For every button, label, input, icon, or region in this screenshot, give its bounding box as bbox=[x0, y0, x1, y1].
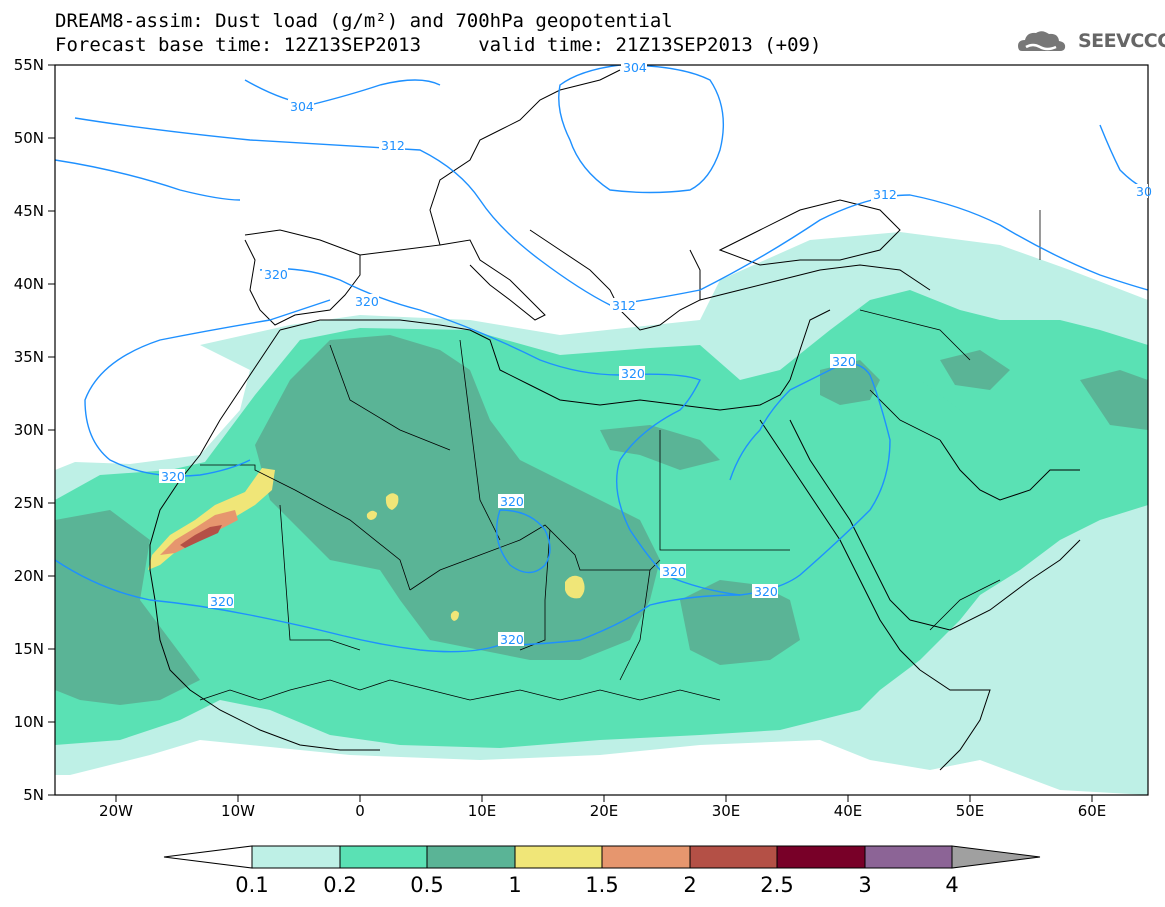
lat-label: 20N bbox=[13, 567, 44, 585]
svg-text:320: 320 bbox=[621, 366, 645, 381]
svg-text:320: 320 bbox=[500, 632, 524, 647]
svg-text:320: 320 bbox=[662, 564, 686, 579]
lon-ticks bbox=[115, 795, 1093, 802]
lon-label: 60E bbox=[1077, 802, 1107, 820]
lat-label: 10N bbox=[13, 713, 44, 731]
colorbar-label: 0.2 bbox=[323, 873, 357, 897]
svg-text:312: 312 bbox=[873, 187, 897, 202]
logo-text: SEEVCCC bbox=[1078, 30, 1165, 52]
svg-text:320: 320 bbox=[264, 267, 288, 282]
lat-label: 50N bbox=[13, 129, 44, 147]
colorbar-label: 1.5 bbox=[585, 873, 619, 897]
svg-text:312: 312 bbox=[381, 138, 405, 153]
lat-label: 25N bbox=[13, 494, 44, 512]
colorbar-label: 4 bbox=[945, 873, 959, 897]
dust-dark-layer bbox=[55, 335, 1148, 705]
colorbar-label: 0.5 bbox=[410, 873, 444, 897]
lat-label: 15N bbox=[13, 640, 44, 658]
dust-red-layer bbox=[180, 525, 222, 548]
forecast-times: Forecast base time: 12Z13SEP2013 valid t… bbox=[55, 34, 822, 56]
lon-label: 20W bbox=[99, 802, 133, 820]
svg-text:320: 320 bbox=[355, 294, 379, 309]
lon-label: 10W bbox=[221, 802, 255, 820]
svg-text:304: 304 bbox=[290, 99, 314, 114]
svg-text:312: 312 bbox=[612, 298, 636, 313]
lon-label: 10E bbox=[467, 802, 497, 820]
lon-label: 30E bbox=[711, 802, 741, 820]
svg-text:320: 320 bbox=[754, 584, 778, 599]
colorbar-label: 2.5 bbox=[760, 873, 794, 897]
svg-text:320: 320 bbox=[832, 354, 856, 369]
svg-text:320: 320 bbox=[161, 469, 185, 484]
lon-label: 40E bbox=[833, 802, 863, 820]
lon-label: 20E bbox=[589, 802, 619, 820]
colorbar bbox=[163, 845, 1041, 869]
coastlines bbox=[149, 69, 1081, 771]
dust-orange-layer bbox=[160, 510, 238, 555]
colorbar-label: 2 bbox=[683, 873, 697, 897]
colorbar-label: 0.1 bbox=[235, 873, 269, 897]
contour-labels: 304 304 312 312 320 320 312 320 320 320 … bbox=[159, 60, 1152, 647]
colorbar-label: 3 bbox=[858, 873, 872, 897]
svg-text:30: 30 bbox=[1136, 184, 1152, 199]
lat-ticks bbox=[48, 64, 55, 796]
lat-label: 35N bbox=[13, 348, 44, 366]
lat-label: 40N bbox=[13, 275, 44, 293]
map-title: DREAM8-assim: Dust load (g/m²) and 700hP… bbox=[55, 10, 673, 32]
svg-text:304: 304 bbox=[623, 60, 647, 75]
lat-label: 5N bbox=[23, 786, 44, 804]
svg-text:320: 320 bbox=[500, 494, 524, 509]
country-borders bbox=[199, 210, 1041, 701]
lon-label: 50E bbox=[955, 802, 985, 820]
colorbar-label: 1 bbox=[508, 873, 522, 897]
svg-text:320: 320 bbox=[210, 594, 234, 609]
lat-label: 55N bbox=[13, 56, 44, 74]
lat-label: 45N bbox=[13, 202, 44, 220]
lon-label: 0 bbox=[355, 802, 365, 820]
seevccc-logo-icon bbox=[1018, 31, 1066, 51]
lat-label: 30N bbox=[13, 421, 44, 439]
